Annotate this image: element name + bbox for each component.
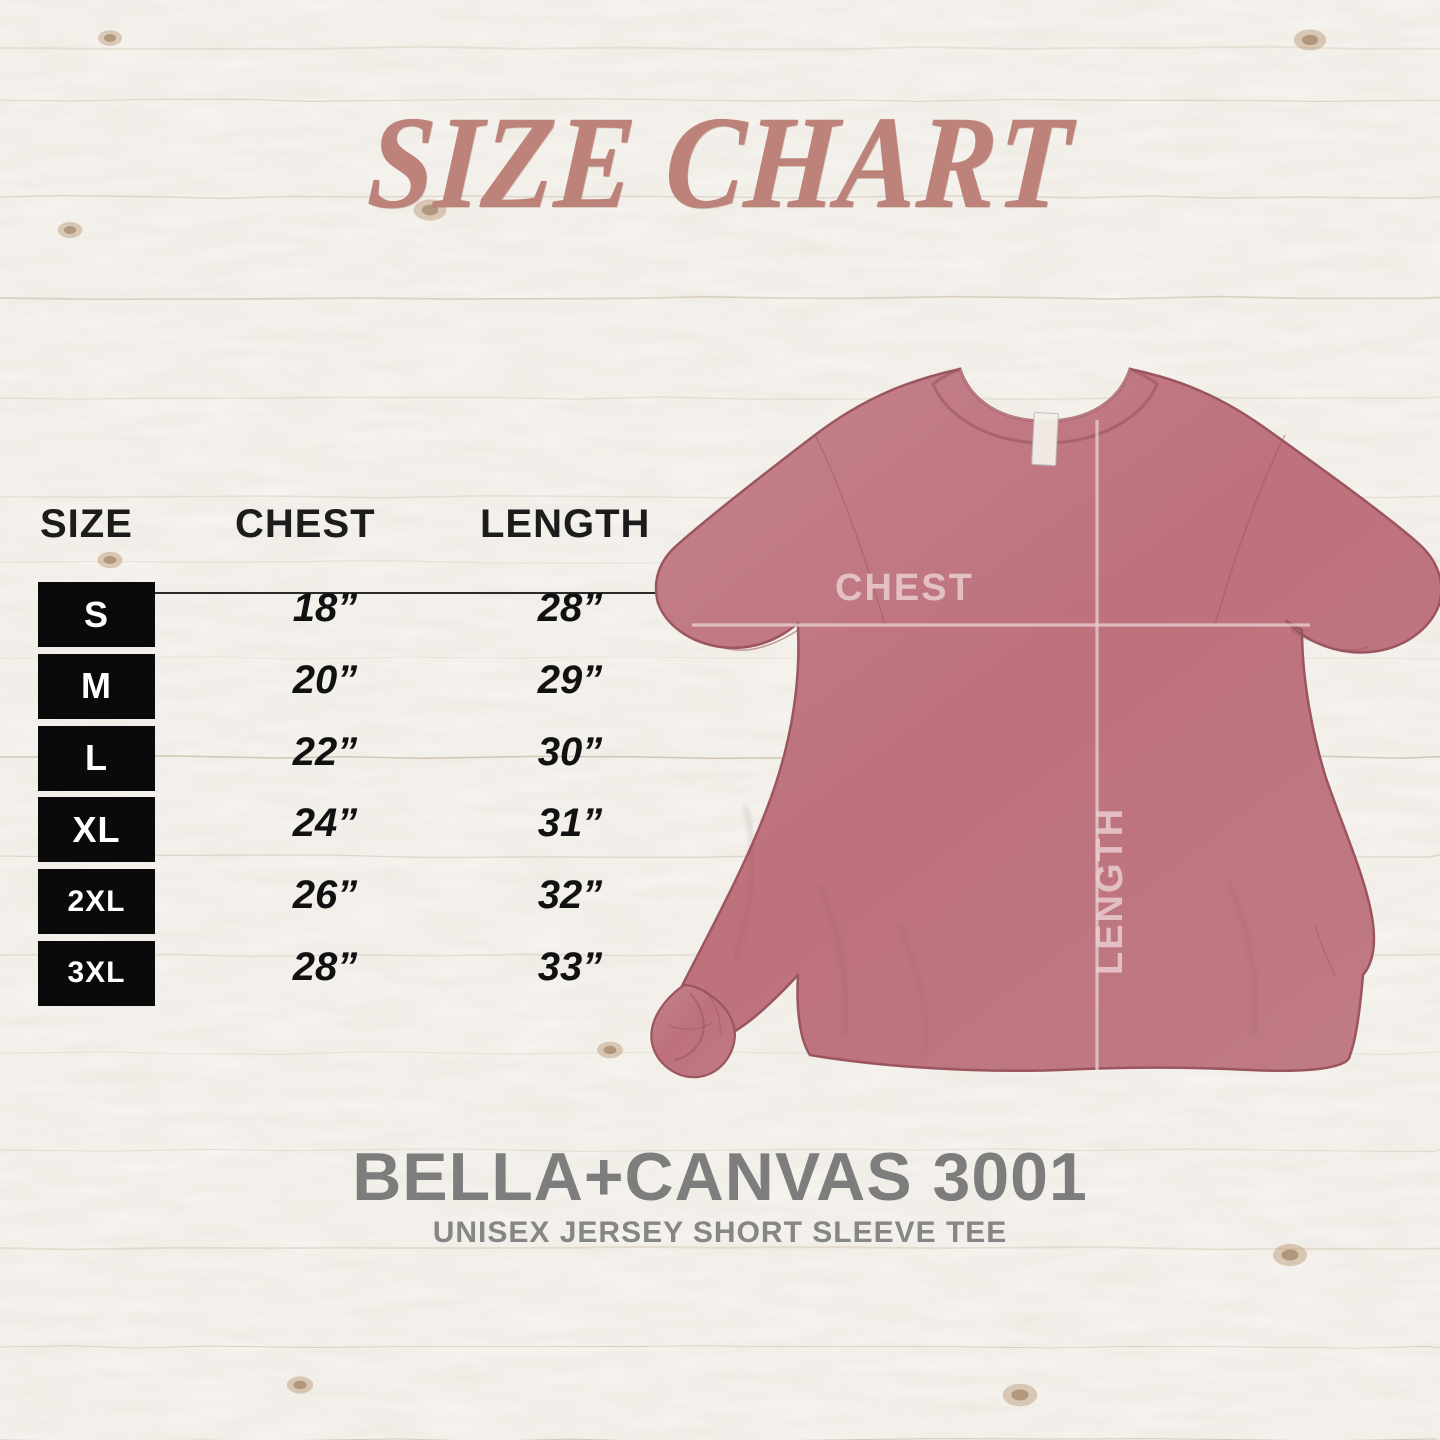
svg-text:CHEST: CHEST <box>835 567 974 609</box>
svg-text:LENGTH: LENGTH <box>1089 807 1131 975</box>
